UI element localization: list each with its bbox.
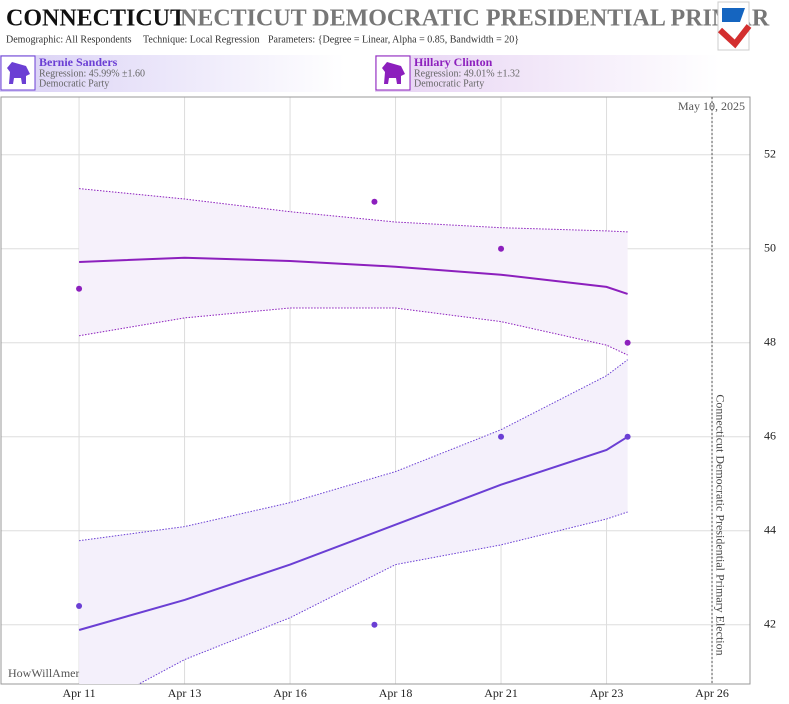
poll-point bbox=[498, 433, 505, 440]
poll-point bbox=[371, 621, 378, 628]
legend-bg bbox=[0, 55, 345, 92]
poll-point bbox=[76, 602, 83, 609]
band-edge bbox=[79, 307, 628, 356]
y-tick-label: 48 bbox=[764, 335, 776, 349]
band-edge bbox=[137, 511, 628, 684]
date-note: May 10, 2025 bbox=[678, 99, 745, 113]
band-edge bbox=[79, 188, 628, 233]
x-tick-label: Apr 16 bbox=[273, 686, 307, 700]
confidence-band bbox=[79, 359, 628, 684]
x-tick-label: Apr 23 bbox=[590, 686, 624, 700]
donkey bbox=[382, 62, 405, 84]
y-tick-label: 50 bbox=[764, 241, 776, 255]
subtitle: Parameters: {Degree = Linear, Alpha = 0.… bbox=[268, 34, 519, 45]
legend-icon bbox=[375, 55, 411, 91]
band-edge bbox=[79, 359, 628, 542]
legend-party: Democratic Party bbox=[39, 78, 109, 89]
confidence-band bbox=[79, 188, 628, 355]
x-tick-label: Apr 13 bbox=[168, 686, 202, 700]
poll-point bbox=[76, 285, 83, 292]
y-tick-label: 52 bbox=[764, 147, 776, 161]
legend-name: Hillary Clinton bbox=[414, 55, 493, 69]
plot-frame bbox=[0, 96, 751, 685]
subtitle: Demographic: All Respondents bbox=[6, 34, 132, 45]
y-tick-label: 46 bbox=[764, 429, 776, 443]
election-label: Connecticut Democratic Presidential Prim… bbox=[713, 394, 727, 655]
legend-icon bbox=[0, 55, 36, 91]
legend-name: Bernie Sanders bbox=[39, 55, 118, 69]
poll-point bbox=[371, 198, 378, 205]
title-overflow: NECTICUT DEMOCRATIC PRESIDENTIAL PRIMAR bbox=[180, 6, 770, 32]
regression-line bbox=[78, 435, 629, 631]
poll-point bbox=[498, 245, 505, 252]
x-tick-label: Apr 21 bbox=[484, 686, 518, 700]
legend-regression: Regression: 49.01% ±1.32 bbox=[414, 68, 520, 79]
poll-point bbox=[624, 339, 631, 346]
poll-point bbox=[624, 433, 631, 440]
y-tick-label: 44 bbox=[764, 523, 776, 537]
legend-party: Democratic Party bbox=[414, 78, 484, 89]
legend-bg bbox=[375, 55, 720, 92]
regression-line bbox=[79, 256, 628, 295]
x-tick-label: Apr 11 bbox=[62, 686, 95, 700]
x-tick-label: Apr 26 bbox=[695, 686, 729, 700]
legend-regression: Regression: 45.99% ±1.60 bbox=[39, 68, 145, 79]
logo bbox=[717, 1, 752, 51]
y-tick-label: 42 bbox=[764, 617, 776, 631]
x-tick-label: Apr 18 bbox=[379, 686, 413, 700]
subtitle: Technique: Local Regression bbox=[143, 34, 259, 45]
plot-area bbox=[76, 188, 631, 684]
title: CONNECTICUT bbox=[6, 6, 186, 32]
donkey bbox=[7, 62, 30, 84]
